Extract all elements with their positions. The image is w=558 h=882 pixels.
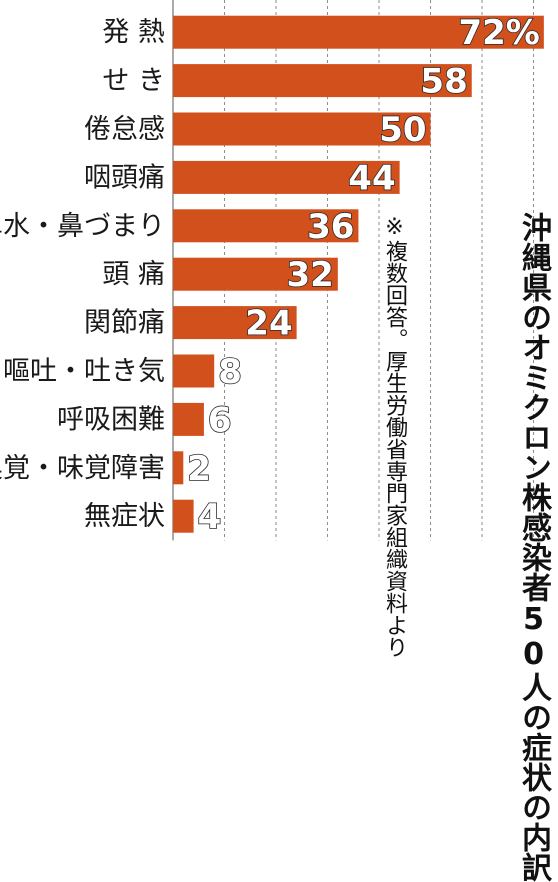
category-label: 咽頭痛 [84,162,165,193]
bar [173,209,359,243]
data-label: 50 [379,110,426,150]
category-label: 鼻水・鼻づまり [0,211,165,242]
category-label: 呼吸困難 [57,404,165,435]
chart-title: 沖縄県のオミクロン株感染者50人の症状の内訳 [516,212,551,882]
bar [173,112,431,146]
bar [173,64,472,98]
data-label: 32 [286,255,333,295]
category-label: 嗅覚・味覚障害 [0,453,165,484]
data-label: 2 [187,449,211,489]
category-label: 嘔吐・吐き気 [3,356,165,387]
data-label: 6 [208,400,232,440]
bar [173,402,204,436]
bar [173,257,338,291]
source-note: ※複数回答。厚生労働省専門家組織資料より [382,215,407,658]
bar [173,499,194,533]
data-label: 4 [198,497,222,537]
data-label: 58 [420,62,467,102]
category-label: せ き [102,66,165,97]
bar [173,354,215,388]
category-label: 倦怠感 [84,114,165,145]
data-label: 24 [245,304,292,344]
category-label: 頭 痛 [102,259,165,290]
data-label: 36 [307,207,354,247]
bar [173,15,544,49]
bar [173,306,297,340]
data-label: 72% [458,13,539,53]
category-label: 関節痛 [84,308,165,339]
category-label: 発 熱 [102,17,165,48]
data-label: 8 [218,352,242,392]
bar [173,160,400,194]
bar [173,451,184,485]
category-label: 無症状 [84,501,165,532]
data-label: 44 [348,158,395,198]
